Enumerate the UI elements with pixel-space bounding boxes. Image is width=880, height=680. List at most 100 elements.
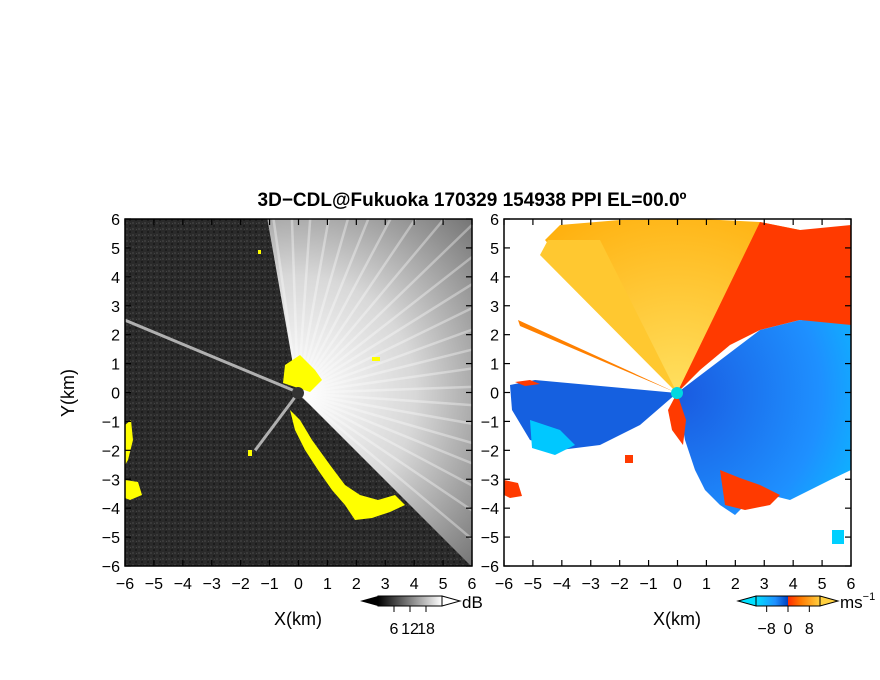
velocity-colorbar-left-arrow	[736, 595, 757, 607]
reflectivity-xtick-label: −2	[232, 576, 250, 593]
reflectivity-ytick-label: −6	[102, 559, 120, 576]
reflectivity-xtick-label: 0	[294, 576, 303, 593]
reflectivity-ray	[296, 219, 417, 394]
reflectivity-ytick-label: 1	[111, 357, 120, 374]
velocity-xtick-label: 3	[760, 576, 769, 593]
reflectivity-rays	[125, 219, 472, 541]
velocity-ytick-label: −3	[481, 472, 499, 489]
reflectivity-xtick-label: 5	[439, 576, 448, 593]
velocity-ytick-label: −5	[481, 530, 499, 547]
velocity-xtick-label: −2	[611, 576, 629, 593]
reflectivity-ray	[297, 328, 472, 395]
velocity-beam	[518, 320, 677, 393]
reflectivity-ray	[297, 391, 472, 512]
velocity-colorbar: −8 0 8 ms−1	[736, 591, 875, 638]
velocity-ytick-label: 0	[490, 386, 499, 403]
reflectivity-ray	[297, 391, 472, 445]
reflectivity-xtick-label: −6	[116, 576, 134, 593]
reflectivity-ray	[296, 219, 330, 394]
reflectivity-beam	[125, 318, 300, 394]
reflectivity-highlight-edge-1	[125, 420, 133, 465]
velocity-ytick-label: 5	[490, 241, 499, 258]
reflectivity-ray	[297, 392, 472, 541]
velocity-speck-edge	[504, 480, 522, 498]
reflectivity-beam	[253, 391, 300, 452]
reflectivity-ray	[296, 219, 392, 394]
velocity-negative-region	[677, 320, 851, 515]
reflectivity-highlight-ridge	[290, 410, 405, 520]
velocity-negative-edge	[720, 470, 780, 510]
velocity-negative-west-light	[530, 420, 575, 455]
velocity-ytick-label: −1	[481, 414, 499, 431]
velocity-speck-1	[625, 455, 633, 463]
velocity-xtick-label: −6	[495, 576, 513, 593]
velocity-colorbar-bar	[755, 595, 821, 607]
reflectivity-xtick-label: 6	[468, 576, 477, 593]
reflectivity-ray	[296, 219, 370, 394]
reflectivity-colorbar-tick-label: 18	[417, 621, 435, 638]
reflectivity-radar-site	[292, 387, 304, 399]
velocity-radar-site	[671, 387, 683, 399]
velocity-colorbar-unit: ms−1	[840, 591, 875, 612]
reflectivity-highlights	[125, 250, 405, 520]
velocity-speck-2	[832, 530, 844, 544]
reflectivity-sector	[125, 220, 298, 515]
velocity-colorbar-unit-base: ms	[840, 593, 863, 612]
velocity-xtick-label: −5	[524, 576, 542, 593]
reflectivity-xtick-label: −5	[145, 576, 163, 593]
velocity-panel	[504, 219, 851, 566]
velocity-axes: −6 −5 −4 −3 −2 −1 0 1 2 3 4 5 6 −6 −5 −4 −3 −2 −1 0 1 2 3 4 5 6	[481, 212, 856, 593]
velocity-ytick-label: 1	[490, 357, 499, 374]
reflectivity-ytick-label: 4	[111, 270, 120, 287]
reflectivity-ytick-label: 6	[111, 212, 120, 229]
velocity-zero-band	[677, 222, 851, 393]
reflectivity-ray	[272, 219, 300, 394]
reflectivity-ray	[296, 219, 312, 394]
velocity-xtick-label: 2	[731, 576, 740, 593]
reflectivity-xtick-label: 3	[381, 576, 390, 593]
reflectivity-ytick-label: 3	[111, 299, 120, 316]
velocity-xtick-label: 6	[847, 576, 856, 593]
reflectivity-ray	[297, 223, 472, 394]
reflectivity-colorbar-tick-label: 12	[401, 621, 419, 638]
velocity-xtick-label: 4	[789, 576, 798, 593]
reflectivity-colorbar-tick-label: 6	[390, 621, 399, 638]
reflectivity-ytick-label: 5	[111, 241, 120, 258]
velocity-zero-west	[515, 380, 540, 386]
velocity-ytick-label: −2	[481, 443, 499, 460]
reflectivity-ray	[296, 219, 350, 394]
reflectivity-sectors	[125, 219, 472, 566]
velocity-ytick-label: 6	[490, 212, 499, 229]
reflectivity-ytick-label: −3	[102, 472, 120, 489]
reflectivity-highlight-speck-2	[372, 357, 380, 361]
reflectivity-ytick-label: 0	[111, 386, 120, 403]
reflectivity-ray	[290, 219, 300, 394]
reflectivity-sector	[267, 219, 472, 566]
reflectivity-colorbar-unit: dB	[462, 593, 483, 612]
reflectivity-ylabel: Y(km)	[58, 369, 78, 417]
velocity-xtick-label: 1	[702, 576, 711, 593]
reflectivity-ray	[297, 391, 472, 407]
reflectivity-xtick-label: −1	[260, 576, 278, 593]
reflectivity-highlight-core	[283, 355, 322, 392]
velocity-ytick-label: 2	[490, 328, 499, 345]
reflectivity-ytick-label: −4	[102, 501, 120, 518]
reflectivity-ray	[297, 391, 472, 465]
velocity-ytick-label: 3	[490, 299, 499, 316]
reflectivity-xtick-label: −3	[203, 576, 221, 593]
reflectivity-ray	[297, 255, 472, 394]
velocity-colorbar-ticks: −8 0 8	[758, 606, 814, 638]
reflectivity-ray	[297, 367, 472, 395]
velocity-positive-far	[540, 240, 677, 393]
reflectivity-axes: −6 −5 −4 −3 −2 −1 0 1 2 3 4 5 6 −6 −5 −4 −3 −2 −1 0 1 2 3 4 5 6	[102, 212, 477, 593]
velocity-colorbar-unit-exponent: −1	[863, 591, 876, 603]
velocity-colorbar-right-arrow	[819, 595, 840, 607]
reflectivity-colorbar-right-arrow	[441, 595, 462, 607]
reflectivity-highlight-edge-2	[125, 480, 142, 500]
reflectivity-ray	[297, 391, 472, 487]
reflectivity-xtick-label: 1	[323, 576, 332, 593]
reflectivity-colorbar-left-arrow	[360, 596, 378, 606]
